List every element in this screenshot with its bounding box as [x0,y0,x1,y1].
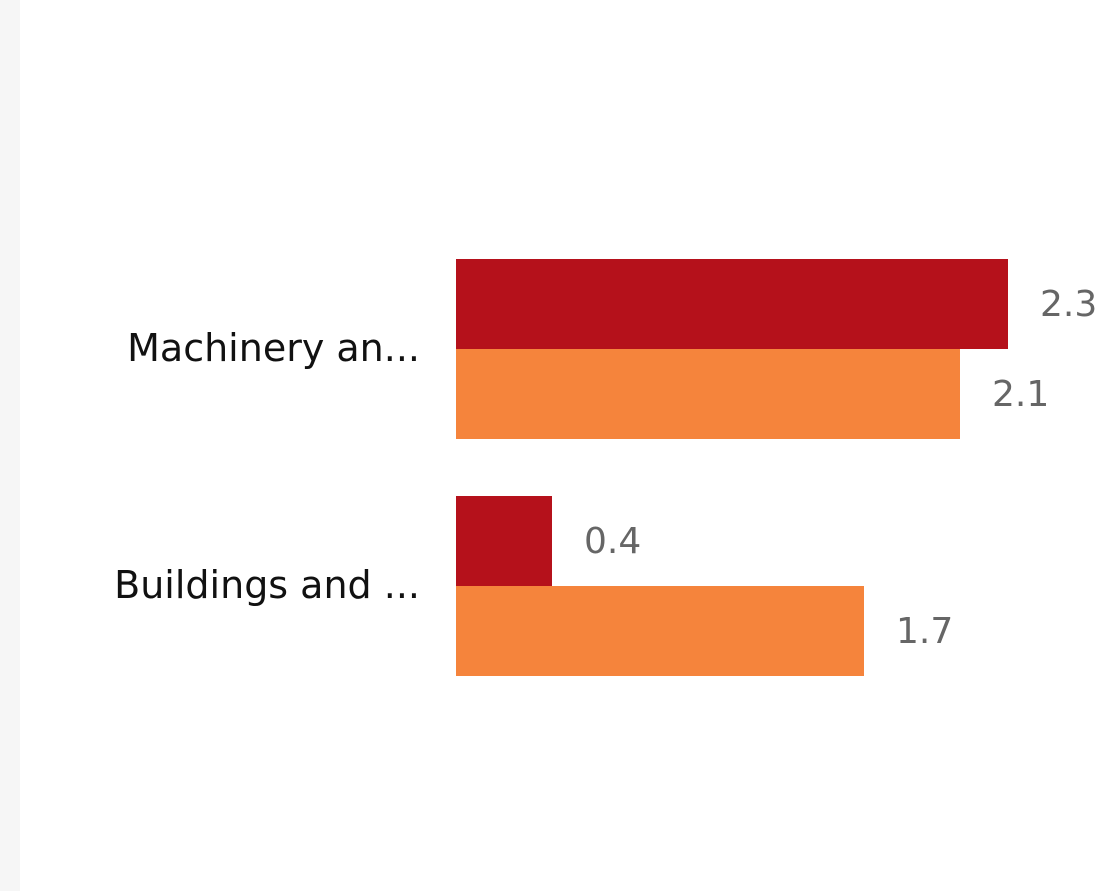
bar[interactable] [456,349,960,439]
side-panel-strip [0,0,20,891]
bar[interactable] [456,496,552,586]
bar[interactable] [456,259,1008,349]
bar[interactable] [456,586,864,676]
category-label: Machinery an... [127,326,420,370]
category-label: Buildings and ... [114,563,420,607]
data-label: 1.7 [896,611,953,652]
data-label: 2.1 [992,374,1049,415]
data-label: 0.4 [584,521,641,562]
data-label: 2.3 [1040,284,1097,325]
